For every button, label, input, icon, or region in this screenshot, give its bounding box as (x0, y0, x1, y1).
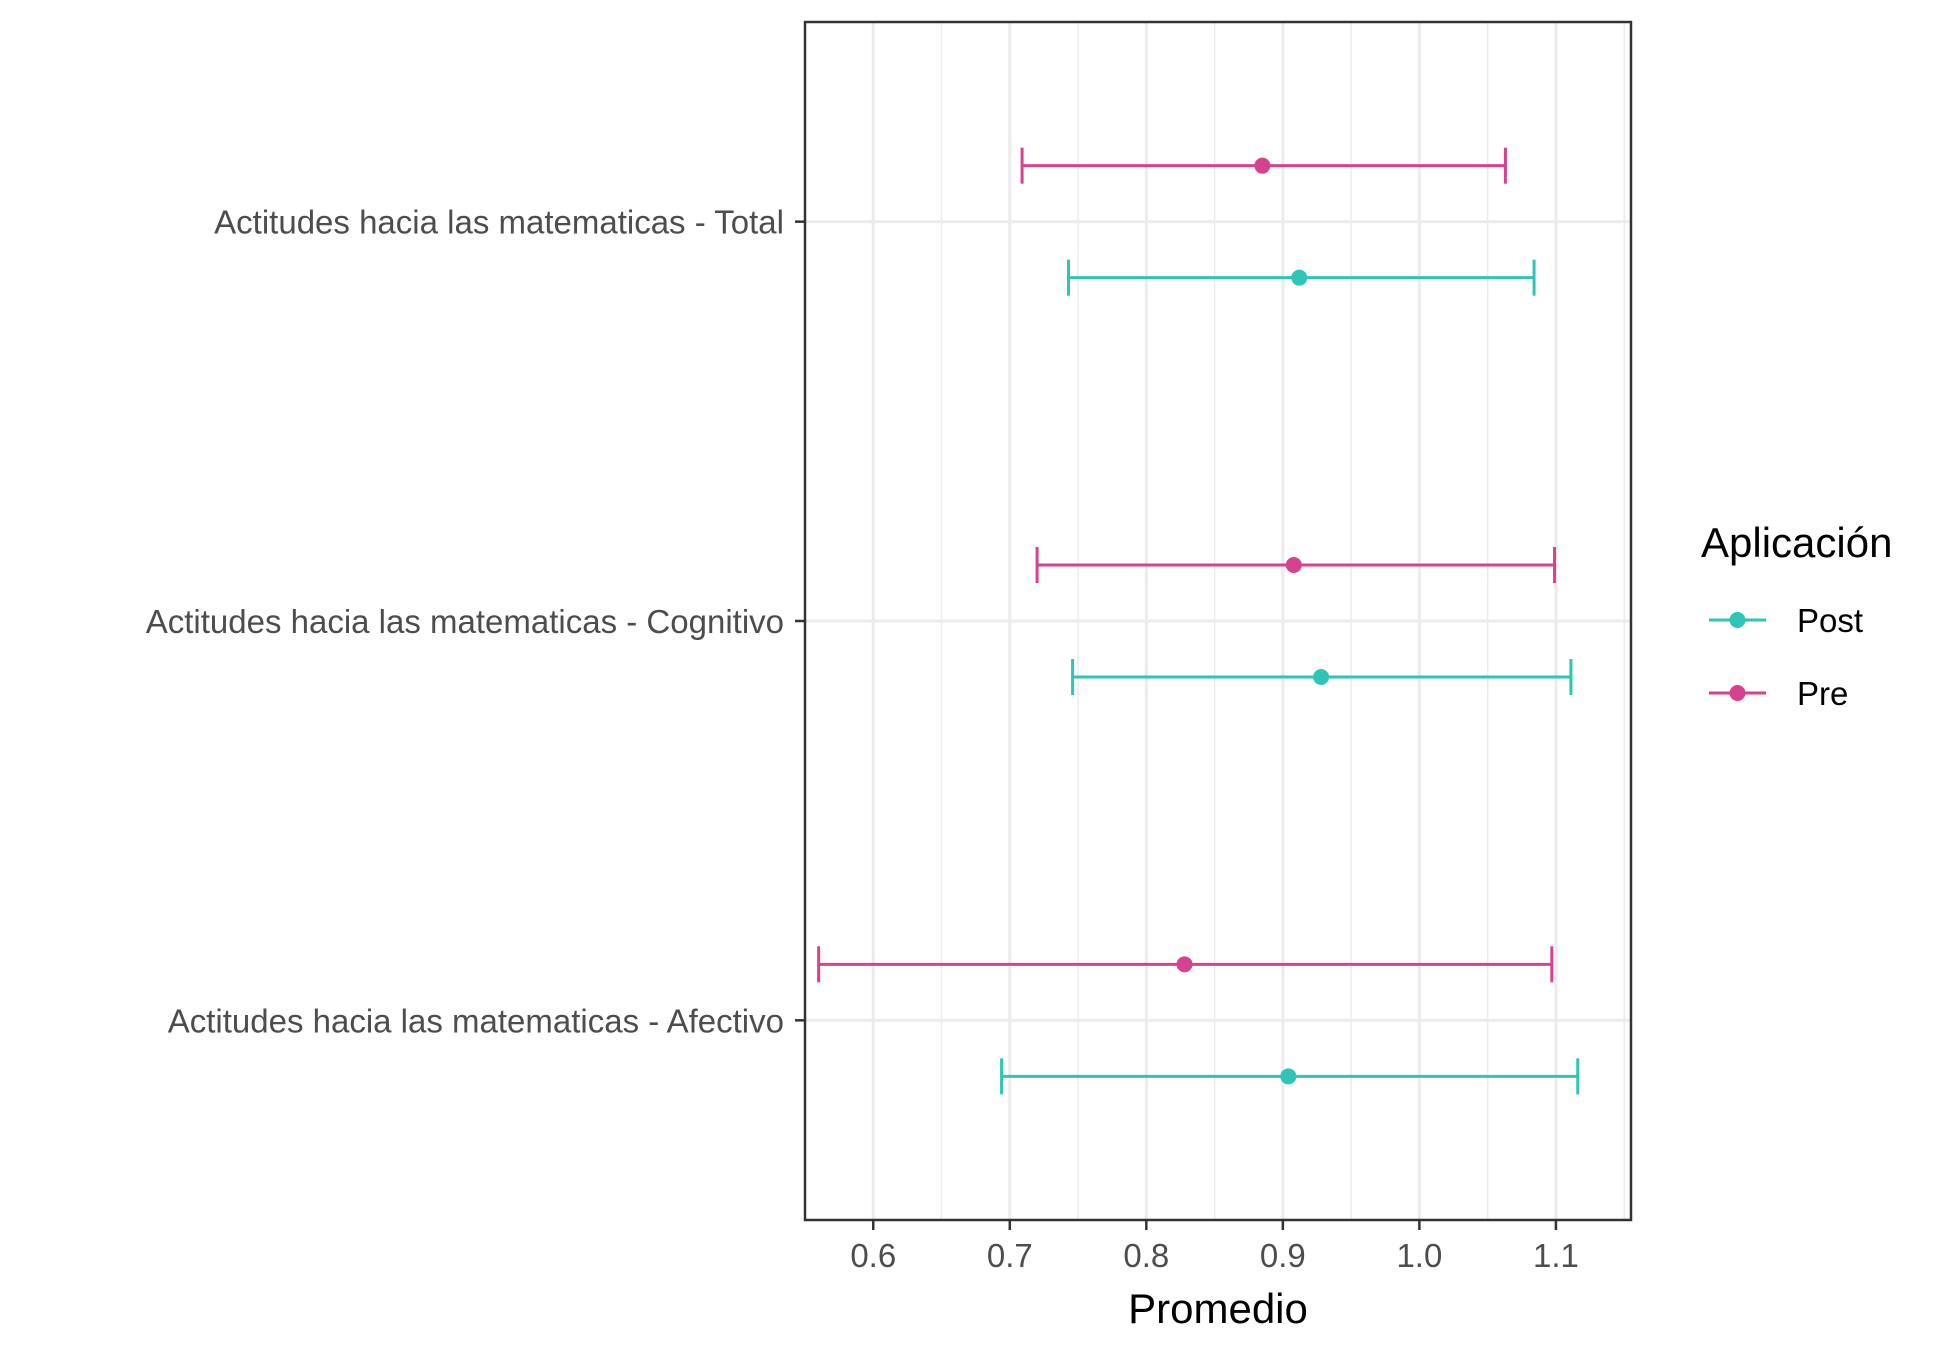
mean-point (1176, 956, 1193, 973)
x-tick-label: 1.1 (1533, 1237, 1579, 1274)
x-tick-label: 0.6 (850, 1237, 896, 1274)
legend-key-point (1729, 612, 1746, 628)
x-tick-label: 0.8 (1123, 1237, 1169, 1274)
x-tick-label: 0.9 (1260, 1237, 1306, 1274)
mean-point (1254, 157, 1271, 174)
mean-point (1280, 1068, 1297, 1085)
category-label: Actitudes hacia las matematicas - Afecti… (168, 1002, 784, 1039)
legend-title: Aplicación (1701, 519, 1892, 566)
category-label: Actitudes hacia las matematicas - Cognit… (146, 603, 784, 640)
axes: 0.6 0.7 0.8 0.9 1.0 1.1 Actitudes hacia las ma… (146, 204, 1579, 1274)
legend-label: Post (1797, 602, 1863, 639)
mean-point (1291, 269, 1308, 286)
x-axis-title: Promedio (1128, 1285, 1308, 1332)
mean-point (1285, 557, 1302, 573)
category-label: Actitudes hacia las matematicas - Total (214, 204, 784, 241)
mean-point (1313, 669, 1330, 685)
legend-key-point (1729, 685, 1746, 701)
data-marks (817, 147, 1580, 1095)
grid (804, 22, 1631, 1220)
legend: Aplicación Post Pre (1701, 519, 1892, 712)
x-tick-label: 0.7 (987, 1237, 1033, 1274)
legend-label: Pre (1797, 675, 1848, 712)
x-tick-label: 1.0 (1396, 1237, 1442, 1274)
